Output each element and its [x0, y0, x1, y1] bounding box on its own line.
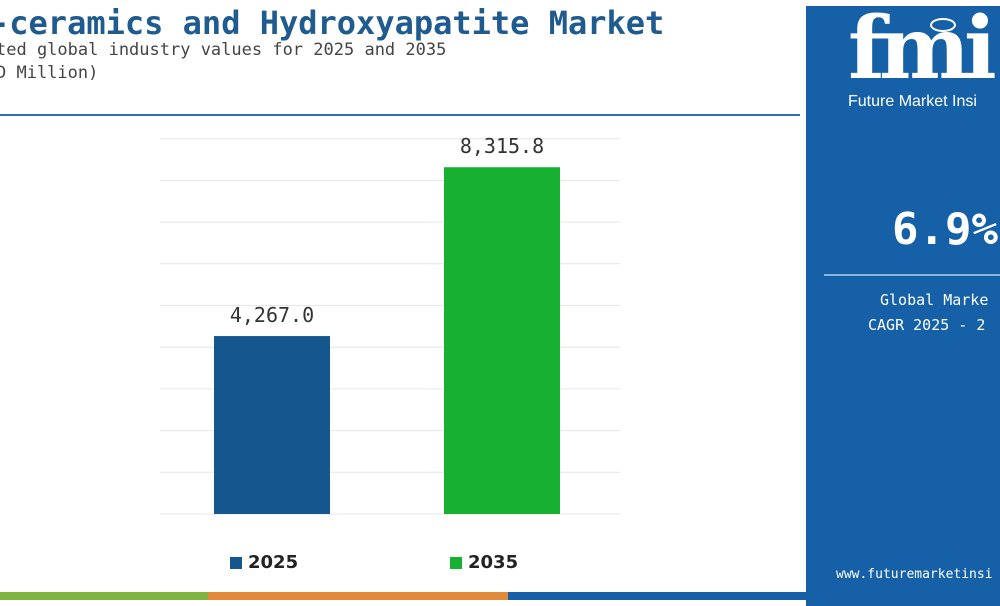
chart-subtitle: ted global industry values for 2025 and … [0, 40, 447, 60]
chart-legend: 2025 2035 [0, 552, 800, 576]
panel-top-border [806, 0, 1000, 6]
legend-item-2025: 2025 [230, 552, 298, 573]
website-link[interactable]: www.futuremarketinsi [836, 567, 993, 582]
cagr-side-panel: fmi Future Market Insi 6.9% Global Marke… [806, 6, 1000, 606]
header-divider [0, 114, 800, 116]
logo-eye-icon [930, 18, 956, 32]
cagr-label-line2: CAGR 2025 - 2 [868, 316, 986, 334]
bar-chart: 4,267.0 8,315.8 [160, 134, 620, 515]
data-label-2035: 8,315.8 [460, 134, 544, 158]
legend-label: 2025 [248, 552, 299, 573]
strip-segment-blue [508, 592, 806, 600]
bottom-color-strip [0, 592, 806, 600]
legend-label: 2035 [468, 552, 519, 573]
cagr-label-line1: Global Marke [880, 291, 989, 309]
data-label-2025: 4,267.0 [230, 303, 314, 327]
fmi-logo: fmi [848, 6, 997, 99]
strip-segment-orange [208, 592, 508, 600]
chart-unit: D Million) [0, 63, 99, 83]
brand-name: Future Market Insi [848, 93, 977, 110]
cagr-value: 6.9% [892, 204, 998, 255]
legend-swatch [450, 556, 462, 569]
bar-2025 [214, 336, 330, 514]
legend-swatch [230, 556, 242, 569]
chart-title: -ceramics and Hydroxyapatite Market [0, 4, 665, 42]
bar-2035 [444, 167, 560, 514]
panel-divider [824, 274, 1000, 276]
legend-item-2035: 2035 [450, 552, 518, 573]
strip-segment-green [0, 592, 208, 600]
